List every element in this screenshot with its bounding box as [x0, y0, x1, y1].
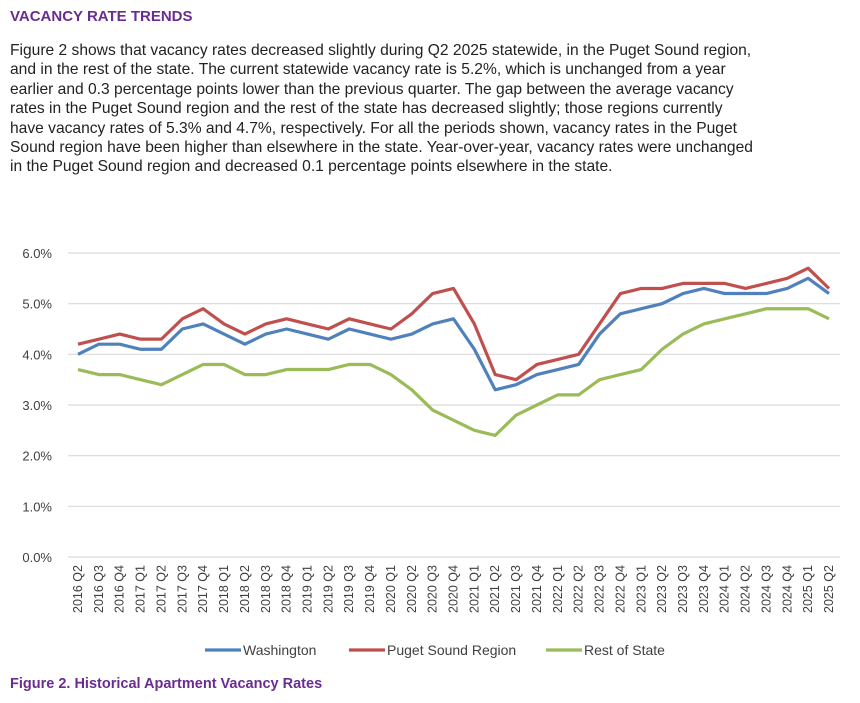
x-tick-label: 2022 Q1: [551, 565, 565, 613]
x-tick-label: 2021 Q4: [530, 565, 544, 613]
x-tick-label: 2023 Q4: [697, 565, 711, 613]
x-tick-label: 2022 Q3: [593, 565, 607, 613]
x-tick-label: 2017 Q2: [154, 565, 168, 613]
x-tick-label: 2018 Q4: [280, 565, 294, 613]
x-tick-label: 2021 Q3: [509, 565, 523, 613]
x-tick-label: 2016 Q2: [71, 565, 85, 613]
x-tick-label: 2018 Q3: [259, 565, 273, 613]
series-line-rest-of-state: [77, 307, 830, 437]
x-tick-label: 2019 Q3: [342, 565, 356, 613]
x-tick-label: 2021 Q1: [467, 565, 481, 613]
x-tick-label: 2016 Q3: [92, 565, 106, 613]
series-line-washington: [77, 276, 830, 392]
x-tick-label: 2016 Q4: [113, 565, 127, 613]
x-tick-label: 2025 Q1: [801, 565, 815, 613]
y-tick-label: 2.0%: [22, 449, 52, 464]
y-tick-label: 4.0%: [22, 347, 52, 362]
x-tick-label: 2023 Q1: [634, 565, 648, 613]
y-tick-label: 5.0%: [22, 297, 52, 312]
x-tick-label: 2019 Q2: [321, 565, 335, 613]
vacancy-rate-chart: 0.0% 1.0% 2.0% 3.0% 4.0% 5.0% 6.0% 2016 Q2 2016 …: [22, 246, 840, 658]
paragraph-line: earlier and 0.3 percentage points lower …: [10, 80, 734, 98]
x-tick-label: 2024 Q3: [759, 565, 773, 613]
x-tick-label: 2023 Q3: [676, 565, 690, 613]
x-tick-label: 2020 Q1: [384, 565, 398, 613]
x-tick-label: 2020 Q4: [447, 565, 461, 613]
paragraph-line: in the Puget Sound region and decreased …: [10, 158, 613, 176]
x-tick-label: 2018 Q1: [217, 565, 231, 613]
x-tick-label: 2024 Q4: [780, 565, 794, 613]
legend-label: Puget Sound Region: [387, 642, 516, 658]
body-paragraph: Figure 2 shows that vacancy rates decrea…: [10, 41, 753, 177]
legend-label: Washington: [243, 642, 316, 658]
x-tick-label: 2017 Q1: [134, 565, 148, 613]
x-tick-label: 2020 Q3: [426, 565, 440, 613]
x-tick-label: 2021 Q2: [488, 565, 502, 613]
y-tick-label: 3.0%: [22, 398, 52, 413]
x-tick-label: 2017 Q4: [196, 565, 210, 613]
paragraph-line: Sound region have been higher than elsew…: [10, 139, 753, 157]
x-tick-label: 2025 Q2: [822, 565, 836, 613]
x-tick-label: 2024 Q2: [739, 565, 753, 613]
x-tick-label: 2022 Q4: [613, 565, 627, 613]
paragraph-line: and in the rest of the state. The curren…: [10, 61, 726, 79]
paragraph-line: rates in the Puget Sound region and the …: [10, 100, 723, 118]
paragraph-line: Figure 2 shows that vacancy rates decrea…: [10, 42, 752, 59]
x-tick-label: 2024 Q1: [718, 565, 732, 613]
y-tick-label: 6.0%: [22, 246, 52, 261]
section-title: VACANCY RATE TRENDS: [10, 8, 193, 25]
x-tick-label: 2019 Q4: [363, 565, 377, 613]
figure-caption: Figure 2. Historical Apartment Vacancy R…: [10, 676, 323, 692]
x-tick-label: 2019 Q1: [300, 565, 314, 613]
x-tick-label: 2020 Q2: [405, 565, 419, 613]
x-tick-label: 2022 Q2: [572, 565, 586, 613]
x-tick-label: 2018 Q2: [238, 565, 252, 613]
series-line-puget-sound-region: [77, 266, 831, 382]
legend-label: Rest of State: [584, 642, 665, 658]
y-tick-label: 0.0%: [22, 550, 52, 565]
paragraph-line: have vacancy rates of 5.3% and 4.7%, res…: [10, 119, 737, 137]
y-tick-label: 1.0%: [22, 499, 52, 514]
x-tick-label: 2017 Q3: [175, 565, 189, 613]
x-tick-label: 2023 Q2: [655, 565, 669, 613]
